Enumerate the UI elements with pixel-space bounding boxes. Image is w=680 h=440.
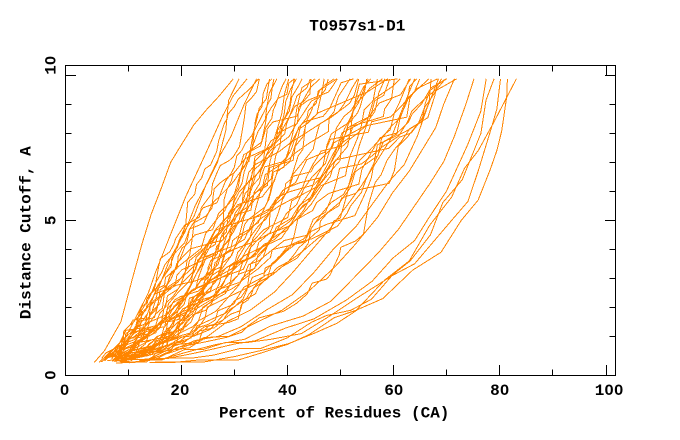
- svg-text:5: 5: [43, 215, 61, 225]
- svg-text:Distance Cutoff, A: Distance Cutoff, A: [17, 146, 35, 319]
- svg-text:10: 10: [43, 56, 61, 75]
- svg-text:60: 60: [384, 382, 403, 400]
- svg-text:Percent of Residues (CA): Percent of Residues (CA): [219, 405, 449, 423]
- svg-text:20: 20: [170, 382, 189, 400]
- svg-text:T0957s1-D1: T0957s1-D1: [309, 17, 405, 35]
- svg-text:40: 40: [278, 382, 297, 400]
- svg-text:80: 80: [490, 382, 509, 400]
